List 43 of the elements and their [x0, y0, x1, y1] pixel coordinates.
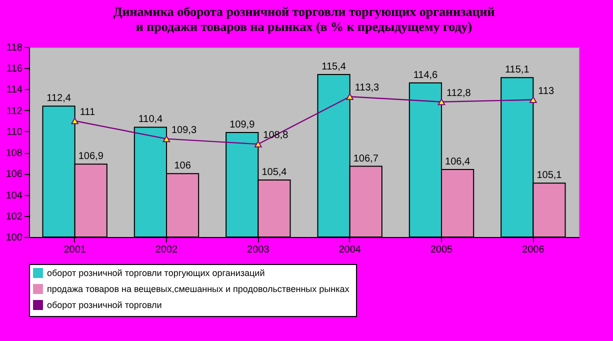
data-label: 106,4 [445, 156, 470, 168]
data-label: 111 [80, 106, 96, 118]
legend-label: оборот розничной торговли [47, 300, 162, 310]
legend-label: продажа товаров на вещевых,смешанных и продовольственных рынках [47, 284, 350, 294]
point [71, 118, 78, 124]
y-tick-label: 118 [6, 42, 23, 54]
y-tick-label: 106 [6, 169, 23, 180]
data-label: 114,6 [413, 70, 438, 81]
y-tick-label: 116 [6, 64, 23, 75]
data-label: 109,9 [230, 120, 256, 130]
data-label: 106,7 [353, 153, 379, 164]
data-label: 115,4 [322, 61, 346, 72]
data-label: 110,4 [138, 114, 164, 126]
point [162, 136, 170, 142]
y-tick-label: 100 [6, 232, 23, 244]
x-tick-label: 2004 [338, 244, 362, 256]
point [254, 140, 262, 148]
chart-title: Динамика оборота розничной торговли торгующих организаций и продажи товаров на рынках (в % к предыдущему году) [113, 4, 496, 34]
x-tick-label: 2005 [430, 244, 454, 256]
data-label: 113 [538, 86, 555, 97]
data-label: 112,8 [446, 88, 472, 99]
y-tick-label: 102 [6, 211, 23, 222]
x-tick-label: 2003 [247, 244, 270, 256]
data-label: 105,4 [262, 167, 288, 178]
x-tick-label: 2001 [64, 244, 86, 256]
y-tick-label: 110 [6, 126, 23, 138]
data-label: 106,9 [78, 151, 104, 162]
y-tick-label: 112 [6, 106, 23, 117]
legend-label: оборот розничной торговли торгующих организаций [47, 268, 265, 278]
point [530, 96, 537, 104]
data-label: 105,1 [536, 170, 562, 182]
point [438, 98, 446, 106]
y-tick-label: 114 [6, 84, 23, 96]
x-tick-label: 2006 [522, 244, 545, 256]
data-label: 113,3 [354, 82, 380, 94]
x-tick-label: 2002 [155, 244, 178, 256]
y-tick-label: 108 [6, 148, 23, 160]
data-label: 115,1 [504, 64, 530, 76]
data-label: 106 [174, 160, 192, 172]
data-label: 112,4 [46, 93, 72, 104]
data-label: 109,3 [172, 124, 197, 136]
point [346, 93, 354, 100]
y-tick-label: 104 [6, 190, 23, 202]
